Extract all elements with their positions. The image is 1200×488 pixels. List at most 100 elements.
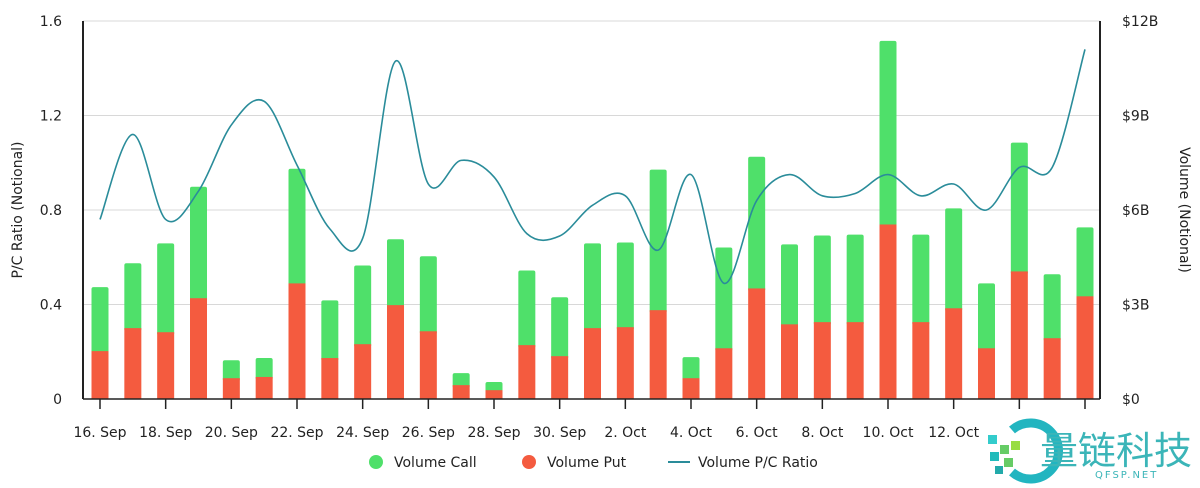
- bar-volume-put: [124, 328, 142, 399]
- bar-volume-call: [321, 300, 339, 362]
- bar-volume-call: [387, 239, 404, 309]
- y-left-tick-label: 0.4: [40, 298, 62, 314]
- x-tick-label: 16. Sep: [73, 425, 126, 441]
- bar-volume-put: [321, 358, 339, 399]
- x-tick-label: 4. Oct: [670, 425, 713, 441]
- x-tick-label: 8. Oct: [801, 425, 844, 441]
- y-axis-left-title: P/C Ratio (Notional): [10, 141, 26, 278]
- y-right-tick-label: $6B: [1122, 203, 1149, 219]
- bar-volume-call: [813, 235, 831, 326]
- bar-volume-call: [157, 243, 175, 336]
- bar-volume-put: [485, 390, 503, 399]
- bar-volume-call: [124, 263, 142, 332]
- x-tick-label: 28. Sep: [467, 425, 520, 441]
- bar-volume-put: [846, 322, 864, 399]
- bar-volume-put: [616, 327, 634, 399]
- y-left-tick-label: 1.2: [40, 109, 62, 125]
- bar-volume-call: [649, 169, 667, 314]
- bar-volume-put: [649, 310, 667, 399]
- bar-volume-put: [91, 351, 109, 399]
- x-tick-label: 10. Oct: [863, 425, 914, 441]
- bar-volume-put: [715, 348, 733, 399]
- bar-volume-call: [190, 186, 207, 302]
- bar-volume-call: [419, 256, 437, 335]
- bar-volume-put: [288, 283, 306, 399]
- y-left-tick-label: 0.8: [40, 203, 62, 219]
- bar-volume-put: [748, 288, 766, 399]
- bar-volume-call: [551, 297, 569, 360]
- watermark-text: 量链科技: [1040, 429, 1192, 473]
- bar-volume-call: [354, 265, 372, 348]
- bar-volume-call: [912, 234, 930, 326]
- watermark-logo: 量链科技 QFSP.NET: [988, 418, 1192, 484]
- bar-volume-put: [1076, 296, 1094, 399]
- bar-volume-put: [879, 224, 897, 399]
- bar-volume-put: [419, 331, 437, 399]
- bar-volume-call: [91, 287, 109, 355]
- bar-volume-call: [616, 242, 634, 331]
- x-tick-label: 6. Oct: [736, 425, 779, 441]
- x-tick-label: 24. Sep: [336, 425, 389, 441]
- bar-volume-call: [452, 373, 470, 389]
- bar-volume-call: [879, 40, 897, 228]
- bar-volume-put: [781, 324, 798, 399]
- bar-volume-put: [978, 348, 995, 399]
- bar-volume-call: [288, 168, 306, 287]
- legend-call-label[interactable]: Volume Call: [394, 455, 477, 471]
- axes: 0 $0 0.4 $3B 0.8 $6B 1.2 $9B 1.6 $12B 16. Sep 18. S…: [40, 14, 1159, 441]
- bar-volume-put: [1010, 271, 1028, 399]
- legend: Volume Call Volume Put Volume P/C Ratio: [369, 455, 818, 471]
- bar-volume-put: [945, 308, 963, 399]
- bar-volume-put: [912, 322, 930, 399]
- bar-volume-call: [1076, 227, 1094, 300]
- bar-volume-put: [518, 345, 536, 399]
- pc-ratio-line: [99, 49, 1086, 285]
- bar-volume-call: [518, 270, 536, 349]
- legend-ratio-label[interactable]: Volume P/C Ratio: [698, 455, 818, 471]
- bar-volume-put: [157, 332, 175, 399]
- x-tick-label: 30. Sep: [533, 425, 586, 441]
- bar-volume-call: [1010, 142, 1028, 275]
- legend-put-label[interactable]: Volume Put: [547, 455, 627, 471]
- bar-volume-put: [255, 376, 273, 399]
- legend-put-marker: [522, 455, 536, 469]
- bar-volume-put: [584, 328, 601, 399]
- y-right-tick-label: $0: [1122, 392, 1140, 408]
- y-right-tick-label: $3B: [1122, 298, 1149, 314]
- bar-volume-call: [978, 283, 995, 352]
- bar-volume-call: [682, 357, 700, 382]
- x-tick-label: 22. Sep: [270, 425, 323, 441]
- bars: [91, 40, 1094, 399]
- bar-volume-put: [190, 298, 207, 399]
- bar-volume-call: [945, 208, 963, 312]
- x-tick-label: 26. Sep: [402, 425, 455, 441]
- bar-volume-put: [354, 344, 372, 399]
- y-left-tick-label: 1.6: [40, 14, 62, 30]
- x-tick-label: 20. Sep: [205, 425, 258, 441]
- bar-volume-put: [1043, 338, 1061, 399]
- bar-volume-put: [813, 322, 831, 399]
- watermark-subtext: QFSP.NET: [1095, 470, 1158, 481]
- y-axis-right-title: Volume (Notional): [1176, 147, 1192, 273]
- bar-volume-put: [452, 385, 470, 399]
- bar-volume-call: [1043, 274, 1061, 342]
- bar-volume-call: [255, 358, 273, 380]
- bar-volume-call: [222, 360, 240, 382]
- bar-volume-put: [387, 305, 404, 399]
- x-tick-label: 18. Sep: [139, 425, 192, 441]
- bar-volume-call: [748, 156, 766, 292]
- bar-volume-call: [781, 244, 798, 328]
- bar-volume-put: [682, 378, 700, 399]
- bar-volume-put: [222, 378, 240, 399]
- x-tick-label: 2. Oct: [604, 425, 647, 441]
- bar-volume-put: [551, 356, 569, 399]
- y-right-tick-label: $12B: [1122, 14, 1158, 30]
- bar-volume-call: [715, 247, 733, 352]
- y-right-tick-label: $9B: [1122, 109, 1149, 125]
- x-tick-label: 12. Oct: [928, 425, 979, 441]
- bar-volume-call: [846, 234, 864, 326]
- y-left-tick-label: 0: [53, 392, 62, 408]
- legend-call-marker: [369, 455, 383, 469]
- bar-volume-call: [584, 243, 601, 332]
